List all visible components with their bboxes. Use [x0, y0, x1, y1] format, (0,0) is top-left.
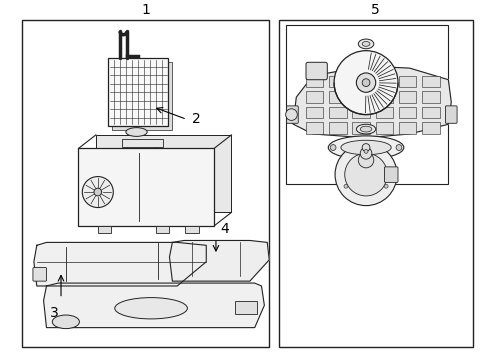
Bar	[376, 76, 393, 87]
Polygon shape	[291, 66, 451, 138]
Circle shape	[345, 153, 388, 196]
Bar	[185, 226, 198, 233]
Text: 2: 2	[192, 112, 200, 126]
Circle shape	[330, 145, 336, 150]
Bar	[96, 135, 231, 212]
Circle shape	[335, 144, 397, 206]
Circle shape	[286, 109, 297, 120]
Text: 1: 1	[141, 3, 150, 17]
Circle shape	[362, 79, 370, 86]
Circle shape	[396, 145, 402, 150]
Bar	[112, 62, 172, 130]
Bar	[108, 58, 169, 126]
Ellipse shape	[52, 315, 79, 329]
Circle shape	[334, 51, 398, 114]
Text: 5: 5	[371, 3, 380, 17]
Bar	[376, 122, 393, 134]
Bar	[329, 122, 347, 134]
Circle shape	[362, 144, 370, 152]
Bar	[306, 91, 323, 103]
FancyBboxPatch shape	[385, 167, 398, 183]
Bar	[306, 76, 323, 87]
Bar	[422, 76, 440, 87]
Bar	[329, 76, 347, 87]
Bar	[22, 20, 269, 347]
Polygon shape	[34, 242, 206, 286]
Circle shape	[364, 149, 368, 153]
Bar	[78, 148, 214, 226]
Bar	[352, 76, 370, 87]
Circle shape	[384, 184, 388, 188]
Bar	[422, 91, 440, 103]
Ellipse shape	[328, 136, 404, 159]
Bar	[306, 122, 323, 134]
Bar	[98, 226, 111, 233]
Bar	[399, 76, 416, 87]
Bar	[399, 91, 416, 103]
Ellipse shape	[360, 126, 372, 132]
Bar	[399, 122, 416, 134]
Ellipse shape	[358, 39, 374, 49]
Bar	[399, 107, 416, 118]
Ellipse shape	[341, 140, 391, 155]
Circle shape	[94, 188, 102, 196]
Text: 3: 3	[50, 306, 59, 320]
Ellipse shape	[362, 41, 370, 46]
Bar	[286, 24, 448, 184]
Bar	[352, 122, 370, 134]
FancyBboxPatch shape	[306, 62, 327, 80]
Circle shape	[344, 184, 348, 188]
FancyBboxPatch shape	[445, 106, 457, 123]
FancyBboxPatch shape	[287, 106, 298, 123]
Circle shape	[358, 152, 374, 168]
Polygon shape	[170, 240, 269, 281]
Text: 4: 4	[221, 222, 229, 236]
Circle shape	[356, 73, 376, 92]
Circle shape	[360, 148, 372, 159]
Bar	[306, 107, 323, 118]
Bar	[235, 301, 257, 314]
Polygon shape	[44, 283, 265, 328]
Bar	[329, 91, 347, 103]
Bar	[376, 107, 393, 118]
Text: 6: 6	[363, 190, 371, 204]
Bar	[422, 122, 440, 134]
Ellipse shape	[115, 298, 187, 319]
Bar	[279, 20, 472, 347]
Ellipse shape	[356, 124, 376, 134]
Ellipse shape	[126, 128, 147, 136]
Bar	[352, 91, 370, 103]
Bar	[376, 91, 393, 103]
FancyBboxPatch shape	[33, 267, 47, 281]
Bar	[122, 139, 163, 147]
Bar	[156, 226, 170, 233]
Bar	[352, 107, 370, 118]
Bar	[329, 107, 347, 118]
Bar	[422, 107, 440, 118]
Circle shape	[82, 176, 113, 208]
